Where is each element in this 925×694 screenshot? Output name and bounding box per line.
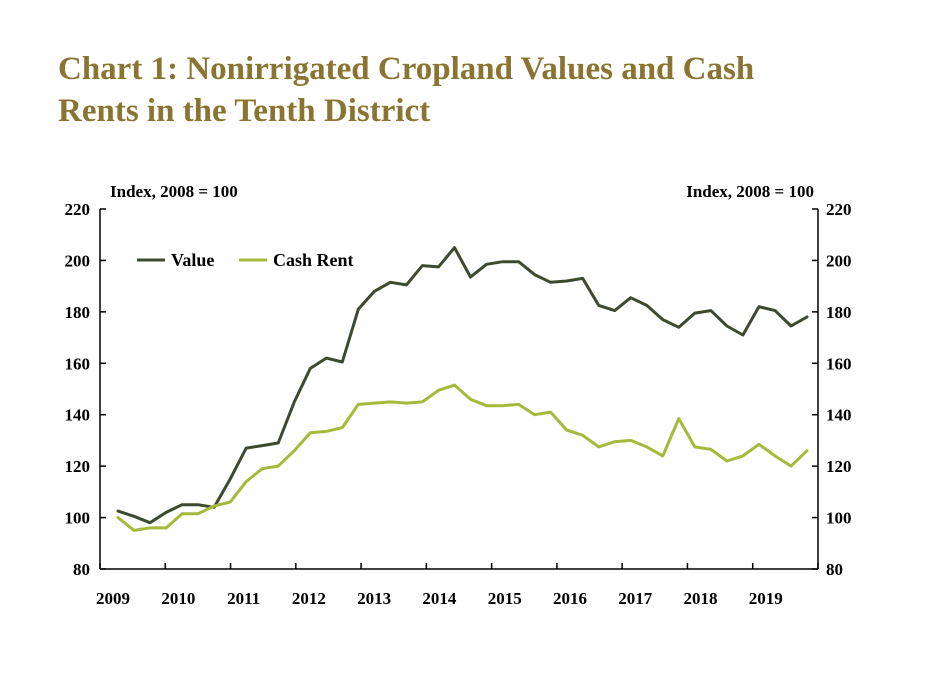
x-tick-label: 2011 [227,589,260,608]
right-y-ticks: 80 100 120 140 160 180 200 220 [812,200,852,579]
x-tick-label: 2010 [161,589,195,608]
right-tick-label: 100 [826,509,852,528]
left-tick-label: 100 [65,509,91,528]
series-lines [116,246,809,532]
left-tick-label: 220 [65,200,91,219]
left-tick-label: 160 [65,354,91,373]
right-tick-label: 220 [826,200,852,219]
chart-axes [99,209,819,570]
left-tick-label: 180 [65,303,91,322]
chart-title-line-1: Chart 1: Nonirrigated Cropland Values an… [58,51,755,87]
x-tick-label: 2015 [488,589,522,608]
series-line-cash-rent [116,383,809,532]
left-axis-label: Index, 2008 = 100 [110,182,238,201]
x-tick-label: 2012 [292,589,326,608]
right-tick-label: 140 [826,406,852,425]
left-tick-label: 120 [65,457,91,476]
x-ticks: 2009 2010 2011 2012 2013 2014 2015 2016 2017 2018… [96,563,819,608]
series-line-value [116,246,809,525]
x-tick-label: 2016 [553,589,587,608]
right-tick-label: 160 [826,354,852,373]
legend-label: Value [171,250,214,270]
right-tick-label: 120 [826,457,852,476]
right-tick-label: 180 [826,303,852,322]
x-tick-label: 2013 [357,589,391,608]
chart-title-line-2: Rents in the Tenth District [58,93,431,129]
x-tick-label: 2009 [96,589,130,608]
right-axis-label: Index, 2008 = 100 [686,182,814,201]
x-tick-label: 2017 [618,589,653,608]
legend: Value Cash Rent [137,250,354,270]
left-tick-label: 200 [65,251,91,270]
legend-label: Cash Rent [273,250,354,270]
chart-title: Chart 1: Nonirrigated Cropland Values an… [58,48,878,132]
left-y-ticks: 80 100 120 140 160 180 200 220 [65,200,106,579]
x-tick-label: 2014 [422,589,457,608]
right-tick-label: 200 [826,251,852,270]
left-tick-label: 140 [65,406,91,425]
left-tick-label: 80 [73,560,90,579]
x-tick-label: 2019 [749,589,783,608]
right-tick-label: 80 [826,560,843,579]
x-tick-label: 2018 [684,589,718,608]
